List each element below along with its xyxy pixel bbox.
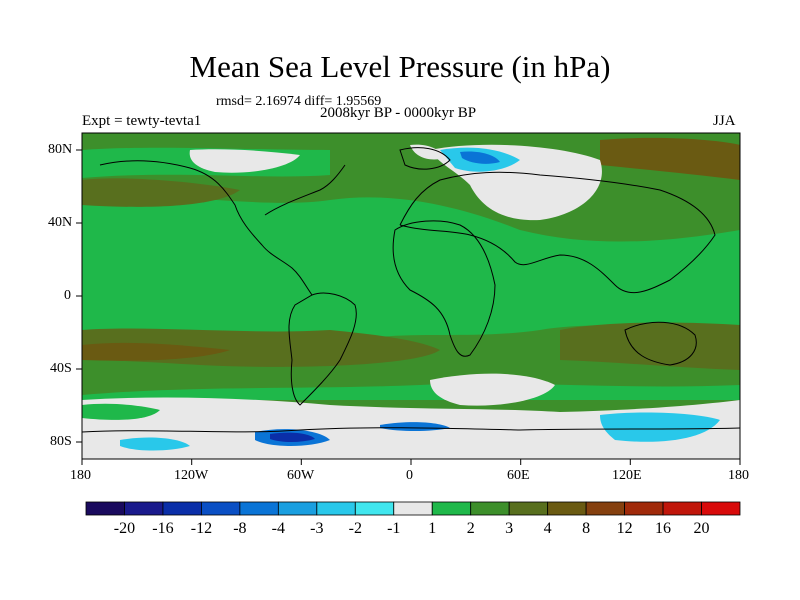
colorbar-label: -1 <box>387 520 401 537</box>
colorbar-label: 16 <box>655 520 672 537</box>
lat-label-0: 0 <box>64 288 71 303</box>
ant-blue-2 <box>380 422 450 431</box>
lon-label-0: 0 <box>406 468 413 483</box>
time-period: 2008kyr BP - 0000kyr BP <box>320 105 477 121</box>
rmsd-diff-stats: rmsd= 2.16974 diff= 1.95569 <box>216 94 382 109</box>
sa-white-patch <box>430 373 555 406</box>
coastlines <box>82 147 740 433</box>
africa <box>392 220 496 357</box>
season-label: JJA <box>713 113 736 129</box>
canada-white <box>189 149 300 173</box>
colorbar-label: 20 <box>693 520 710 537</box>
south-america <box>288 292 357 406</box>
map-title: Mean Sea Level Pressure (in hPa) <box>189 49 611 84</box>
lon-label-60e: 60E <box>507 468 530 483</box>
npac-olive <box>82 178 240 207</box>
lat-label-80n: 80N <box>48 142 73 157</box>
ant-green <box>82 403 160 420</box>
colorbar-label: 8 <box>582 520 591 537</box>
antarctica-coast <box>82 427 740 433</box>
lon-label-60w: 60W <box>287 468 315 483</box>
lat-label-40n: 40N <box>48 215 73 230</box>
tropical-band <box>82 197 740 343</box>
eurasia <box>399 171 716 294</box>
colorbar-label: 4 <box>543 520 552 537</box>
lon-label-120e: 120E <box>612 468 642 483</box>
ant-cyan-1 <box>120 437 190 451</box>
lon-label-120w: 120W <box>174 468 209 483</box>
colorbar-label: -2 <box>348 520 362 537</box>
australia <box>624 321 697 366</box>
na-east-coast <box>264 164 346 216</box>
lat-label-40s: 40S <box>50 361 72 376</box>
ant-navy <box>270 432 315 442</box>
spac-brown <box>82 342 230 361</box>
southern-band <box>82 383 740 400</box>
colorbar-label: -4 <box>271 520 285 537</box>
lon-label-180w: 180 <box>70 468 91 483</box>
colorbar-label: 3 <box>505 520 514 537</box>
siberia-brown <box>600 137 740 180</box>
north-america-coast <box>99 160 313 296</box>
greenland <box>399 147 451 170</box>
map-fill <box>82 133 740 459</box>
axis-ticks <box>76 149 741 465</box>
lat-label-80s: 80S <box>50 434 72 449</box>
lon-label-180e: 180 <box>728 468 749 483</box>
colorbar-label: -20 <box>113 520 136 537</box>
colorbar-label: -8 <box>233 520 247 537</box>
colorbar-label: -3 <box>310 520 324 537</box>
colorbar-label: 12 <box>616 520 633 537</box>
colorbar-label: 2 <box>466 520 475 537</box>
colorbar-label: 1 <box>428 520 437 537</box>
greenland-white <box>410 144 445 160</box>
colorbar-label: -16 <box>152 520 174 537</box>
colorbar-label: -12 <box>190 520 213 537</box>
ant-cyan-2 <box>600 412 720 442</box>
arctic-blue <box>460 151 500 164</box>
experiment-label: Expt = tewty-tevta1 <box>82 113 202 129</box>
